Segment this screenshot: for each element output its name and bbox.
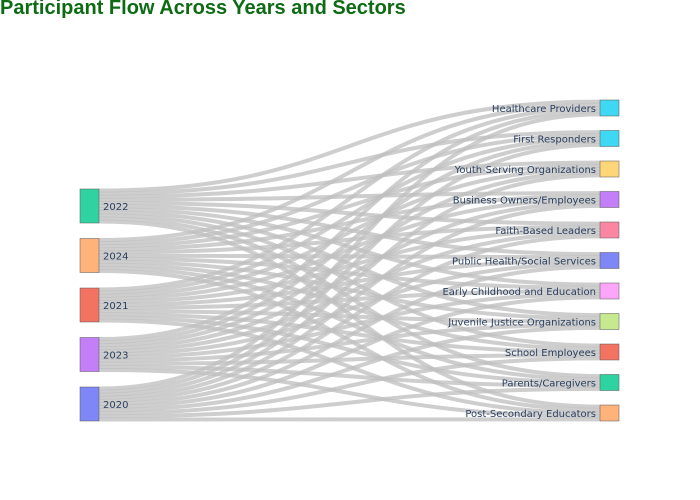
link-2023-to-school-employees[interactable]: [98, 353, 601, 366]
link-2020-to-first-responders[interactable]: [98, 142, 601, 394]
target-node-healthcare-providers[interactable]: [599, 99, 620, 117]
links-group: [98, 99, 601, 422]
target-node-first-responders[interactable]: [599, 130, 620, 147]
link-2020-to-faith-based-leaders[interactable]: [98, 234, 601, 403]
link-2022-to-youth-serving-organizations[interactable]: [98, 160, 601, 199]
target-label-healthcare-providers: Healthcare Providers: [492, 104, 596, 115]
link-2021-to-parents-caregivers[interactable]: [98, 315, 601, 385]
link-2024-to-school-employees[interactable]: [98, 262, 601, 351]
target-node-school-employees[interactable]: [599, 343, 620, 361]
link-2020-to-healthcare-providers[interactable]: [98, 112, 601, 391]
source-node-2024[interactable]: [79, 238, 100, 273]
target-node-early-childhood-and-education[interactable]: [599, 282, 620, 300]
link-2023-to-youth-serving-organizations[interactable]: [98, 170, 601, 348]
source-node-2020[interactable]: [79, 386, 100, 422]
source-node-2023[interactable]: [79, 337, 100, 372]
link-2021-to-youth-serving-organizations[interactable]: [98, 167, 601, 298]
link-2020-to-school-employees[interactable]: [98, 356, 601, 416]
link-2024-to-juvenile-justice-organizations[interactable]: [98, 259, 601, 321]
link-2021-to-first-responders[interactable]: [98, 136, 601, 295]
target-node-juvenile-justice-organizations[interactable]: [599, 313, 620, 330]
link-2022-to-school-employees[interactable]: [98, 213, 601, 348]
link-2023-to-public-health-social-services[interactable]: [98, 261, 601, 357]
chart-title: Participant Flow Across Years and Sector…: [0, 0, 406, 19]
link-2021-to-healthcare-providers[interactable]: [98, 106, 601, 292]
source-node-2022[interactable]: [79, 188, 100, 224]
target-label-youth-serving-organizations: Youth-Serving Organizations: [454, 165, 596, 176]
target-node-parents-caregivers[interactable]: [599, 374, 620, 391]
link-2023-to-business-owners-employees[interactable]: [98, 200, 601, 351]
target-label-school-employees: School Employees: [505, 348, 596, 359]
link-2020-to-early-childhood-and-education[interactable]: [98, 295, 601, 410]
link-2020-to-parents-caregivers[interactable]: [98, 386, 601, 419]
link-2022-to-parents-caregivers[interactable]: [98, 216, 601, 379]
link-2023-to-first-responders[interactable]: [98, 139, 601, 345]
link-2024-to-healthcare-providers[interactable]: [98, 102, 601, 243]
target-label-business-owners-employees: Business Owners/Employees: [453, 196, 596, 207]
link-2024-to-youth-serving-organizations[interactable]: [98, 163, 601, 249]
link-2022-to-public-health-social-services[interactable]: [98, 204, 601, 257]
target-node-faith-based-leaders[interactable]: [599, 221, 620, 239]
target-node-youth-serving-organizations[interactable]: [599, 160, 620, 178]
link-2023-to-parents-caregivers[interactable]: [98, 364, 601, 388]
link-2024-to-parents-caregivers[interactable]: [98, 265, 601, 382]
target-label-first-responders: First Responders: [513, 135, 596, 146]
link-2024-to-early-childhood-and-education[interactable]: [98, 256, 601, 290]
link-2023-to-healthcare-providers[interactable]: [98, 109, 601, 342]
source-label-2023: 2023: [103, 351, 128, 362]
link-2020-to-juvenile-justice-organizations[interactable]: [98, 325, 601, 413]
link-2022-to-early-childhood-and-education[interactable]: [98, 207, 601, 287]
target-label-post-secondary-educators: Post-Secondary Educators: [465, 409, 596, 420]
link-2023-to-faith-based-leaders[interactable]: [98, 231, 601, 354]
source-node-2021[interactable]: [79, 287, 100, 323]
target-label-early-childhood-and-education: Early Childhood and Education: [442, 287, 596, 298]
source-label-2021: 2021: [103, 301, 128, 312]
target-label-parents-caregivers: Parents/Caregivers: [502, 379, 596, 390]
link-2022-to-healthcare-providers[interactable]: [98, 99, 601, 193]
labels-group: 2022 2024 2021 2023 2020 Healthcare Providers…: [103, 104, 596, 420]
link-2022-to-juvenile-justice-organizations[interactable]: [98, 210, 601, 318]
target-label-juvenile-justice-organizations: Juvenile Justice Organizations: [447, 318, 596, 329]
source-label-2020: 2020: [103, 400, 128, 411]
link-2021-to-school-employees[interactable]: [98, 312, 601, 354]
link-2023-to-juvenile-justice-organizations[interactable]: [98, 322, 601, 363]
link-2020-to-youth-serving-organizations[interactable]: [98, 173, 601, 397]
nodes-group: [79, 99, 620, 422]
source-label-2024: 2024: [103, 252, 128, 263]
target-label-faith-based-leaders: Faith-Based Leaders: [495, 226, 596, 237]
link-2020-to-public-health-social-services[interactable]: [98, 264, 601, 406]
link-2023-to-early-childhood-and-education[interactable]: [98, 292, 601, 360]
link-2024-to-first-responders[interactable]: [98, 133, 601, 246]
target-node-post-secondary-educators[interactable]: [599, 404, 620, 422]
target-node-public-health-social-services[interactable]: [599, 252, 620, 269]
link-2022-to-first-responders[interactable]: [98, 130, 601, 196]
target-label-public-health-social-services: Public Health/Social Services: [452, 257, 596, 268]
target-node-business-owners-employees[interactable]: [599, 191, 620, 208]
link-2020-to-business-owners-employees[interactable]: [98, 203, 601, 400]
source-label-2022: 2022: [103, 202, 128, 213]
